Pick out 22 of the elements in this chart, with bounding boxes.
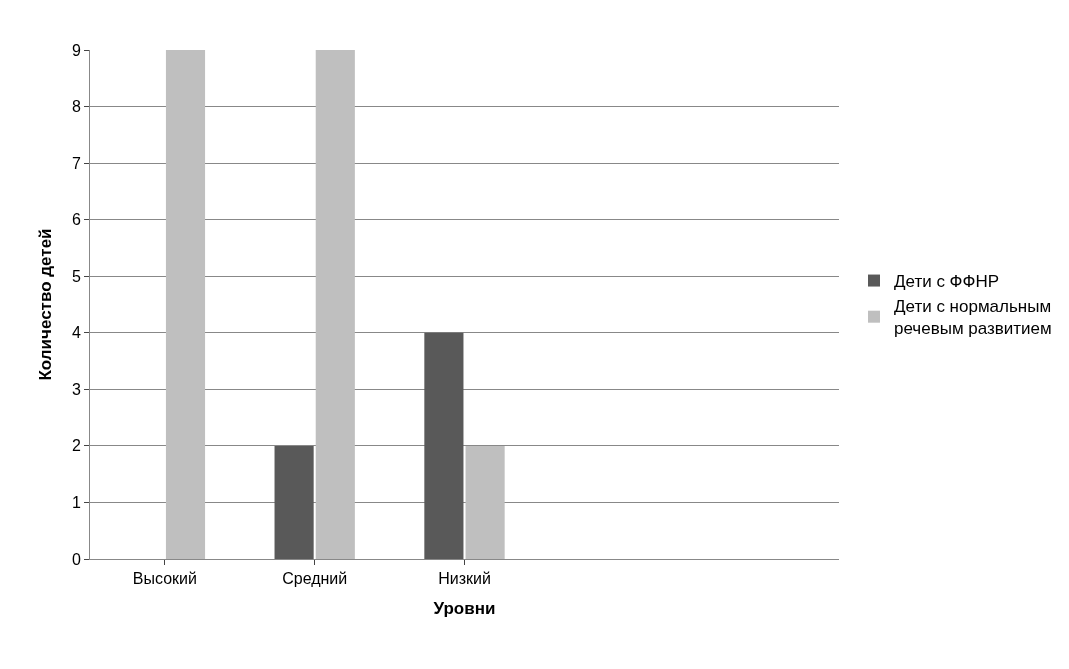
- x-tick-label: Высокий: [132, 570, 197, 588]
- legend-label: Дети с нормальным речевым развитием: [893, 297, 1052, 339]
- bar: [315, 50, 355, 559]
- y-tick-label: 4: [71, 324, 81, 342]
- y-tick-label: 7: [71, 154, 81, 172]
- bar: [165, 50, 206, 559]
- y-tick-label: 5: [71, 267, 81, 285]
- y-tick-label: 2: [71, 437, 81, 455]
- y-tick-label: 8: [71, 98, 81, 116]
- x-tick-label: Низкий: [438, 570, 491, 588]
- y-tick-label: 3: [71, 380, 81, 398]
- bar: [465, 445, 505, 559]
- y-tick-label: 0: [71, 550, 81, 568]
- x-tick-label: Средний: [282, 570, 348, 588]
- x-axis-title: Уровни: [433, 598, 496, 618]
- y-tick-label: 9: [71, 41, 81, 59]
- y-tick-label: 6: [71, 211, 81, 229]
- legend-label: Дети с ФФНР: [893, 272, 1000, 292]
- bar: [274, 445, 314, 559]
- y-axis-title: Количество детей: [36, 228, 56, 381]
- bar: [424, 332, 464, 559]
- y-tick-label: 1: [71, 494, 81, 512]
